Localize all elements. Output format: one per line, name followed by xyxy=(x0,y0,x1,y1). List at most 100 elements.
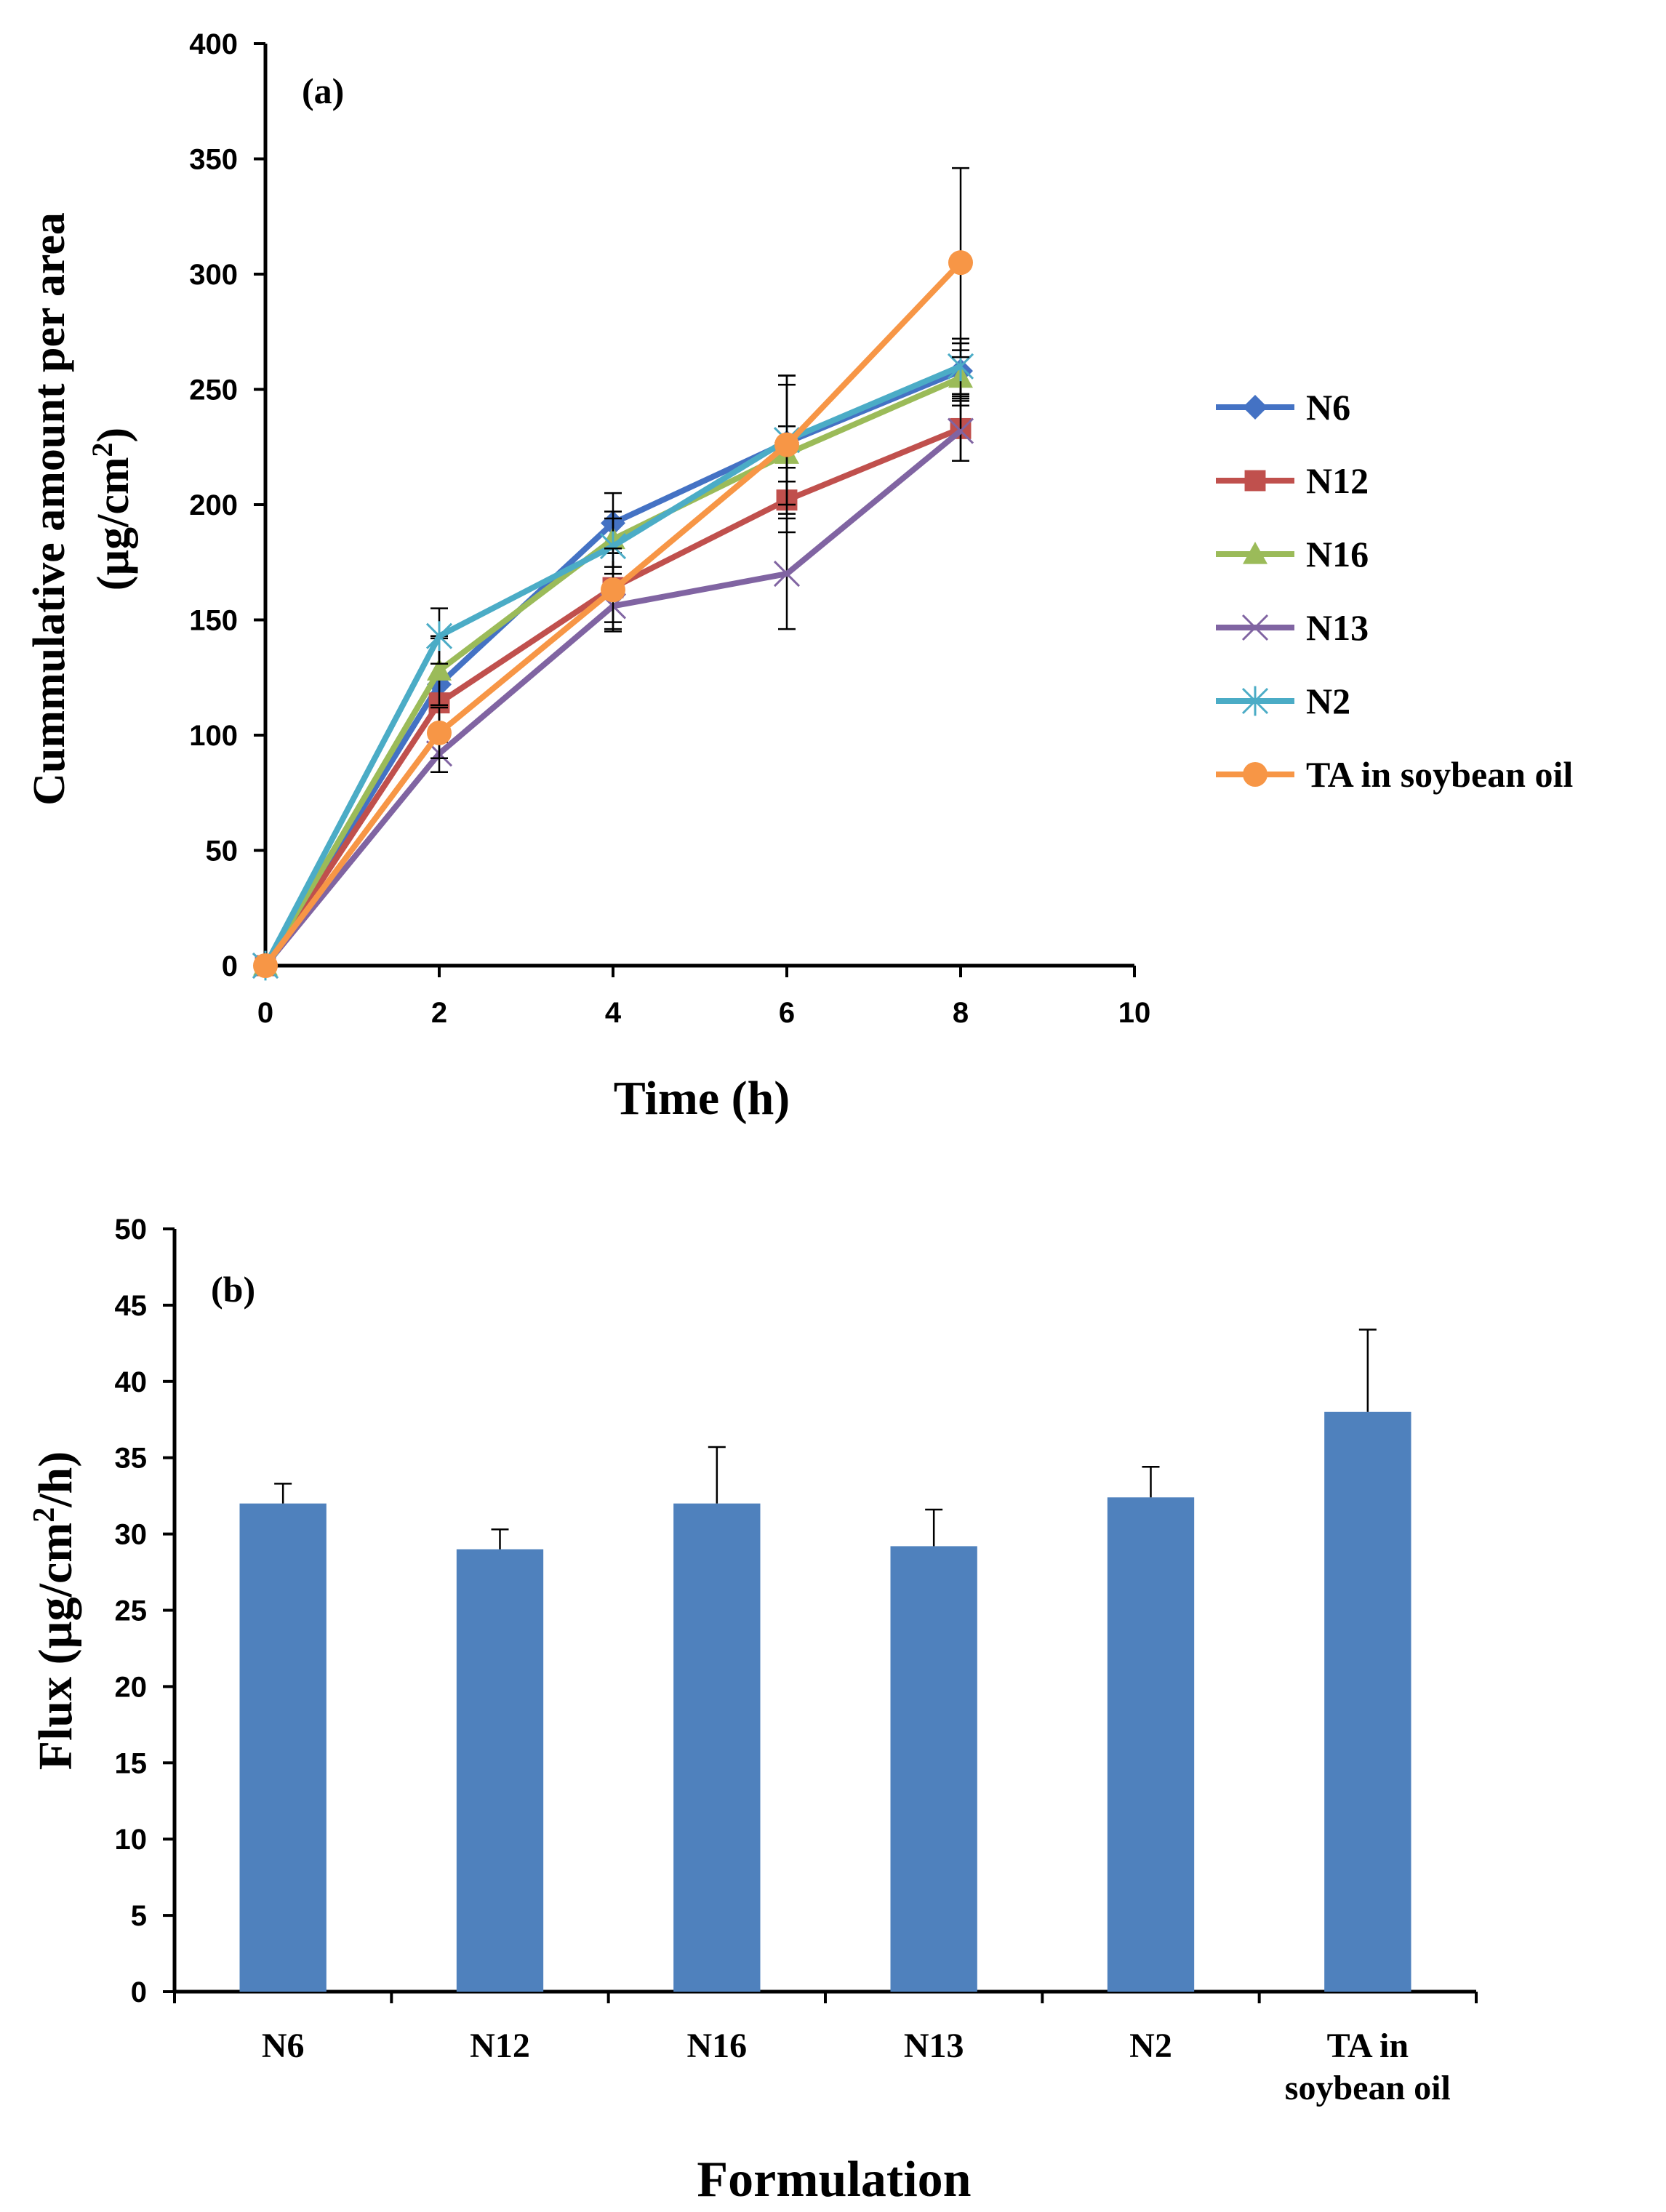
series-n12 xyxy=(255,395,972,977)
panel-b-y-tick-label: 35 xyxy=(115,1443,148,1475)
series-line-n6 xyxy=(263,368,962,968)
legend-item-n13: N13 xyxy=(1216,607,1369,648)
legend-item-n16: N16 xyxy=(1216,534,1369,574)
legend-item-ta-in-soybean-oil: TA in soybean oil xyxy=(1216,754,1573,795)
panel-a-legend: N6 N12 N16 N13 N2 TA in soybean oil xyxy=(1216,387,1573,795)
legend-swatch-marker xyxy=(1241,686,1269,716)
data-point-n2 xyxy=(425,621,453,652)
panel-a-y-axis-title-unit: (µg/cm xyxy=(89,457,138,590)
panel-a-y-axis-title-line1: Cummulative amount per area xyxy=(25,212,74,806)
category-label: N2 xyxy=(1129,2027,1172,2065)
panel-b-y-axis-title-close: /h) xyxy=(29,1451,82,1508)
data-point-ta-in-soybean-oil xyxy=(948,250,973,276)
legend-swatch-marker xyxy=(1241,614,1269,641)
data-point-n16 xyxy=(427,658,452,681)
legend-label: N12 xyxy=(1306,460,1369,501)
data-point-ta-in-soybean-oil-shape xyxy=(948,250,973,276)
panel-b-y-tick-label: 0 xyxy=(131,1976,147,2008)
panel-b-label: (b) xyxy=(211,1269,255,1310)
panel-a-x-tick-label: 0 xyxy=(257,997,273,1029)
legend-item-n2: N2 xyxy=(1216,681,1350,721)
panel-b-y-tick-label: 30 xyxy=(115,1519,148,1551)
panel-a-series xyxy=(252,167,974,981)
category-label: TA in xyxy=(1327,2027,1409,2065)
panel-b-y-axis-title-sup: 2 xyxy=(28,1507,61,1523)
series-line-n16 xyxy=(263,374,962,968)
panel-a-y-tick-label: 150 xyxy=(189,605,238,637)
panel-b-y-tick-label: 15 xyxy=(115,1747,148,1779)
series-n13 xyxy=(252,400,974,979)
data-point-ta-in-soybean-oil-shape xyxy=(601,577,625,603)
data-point-ta-in-soybean-oil xyxy=(601,577,625,603)
panel-a-y-axis-title-sup: 2 xyxy=(86,442,119,457)
panel-a-label: (a) xyxy=(302,71,344,111)
legend-swatch-marker xyxy=(1244,470,1266,492)
panel-a-axes: 0 50 100 150 200 250 300 350 400 0 2 4 6 8 10 xyxy=(189,28,1150,1029)
panel-a-y-tick-label: 350 xyxy=(189,144,238,176)
panel-b-axes: 0 5 10 15 20 25 30 35 40 45 50 xyxy=(115,1214,1478,2008)
bar-n13 xyxy=(890,1546,977,1992)
data-point-ta-in-soybean-oil-shape xyxy=(774,432,799,457)
panel-a-y-axis-title-close: ) xyxy=(89,428,138,443)
bar-chart-panel-b: (b) Flux (µg/cm2/h) Formulation 05101520… xyxy=(28,1214,1478,2208)
data-point-ta-in-soybean-oil xyxy=(253,953,278,978)
panel-a-x-tick-label: 2 xyxy=(431,997,447,1029)
bar-group-n12: N12 xyxy=(456,1528,544,2065)
panel-b-y-tick-label: 20 xyxy=(115,1671,148,1703)
bar-group-n16: N16 xyxy=(673,1446,761,2065)
panel-b-y-axis-title: Flux (µg/cm2/h) xyxy=(28,1451,82,1771)
panel-b-y-tick-label: 45 xyxy=(115,1290,148,1322)
legend-label: N2 xyxy=(1306,681,1350,721)
category-label: N13 xyxy=(904,2027,964,2065)
panel-a-y-tick-label: 400 xyxy=(189,28,238,60)
data-point-n16-shape xyxy=(427,658,452,681)
panel-a-y-tick-label: 250 xyxy=(189,374,238,406)
panel-b-y-axis-title-base: Flux (µg/cm xyxy=(29,1523,82,1770)
panel-a-y-axis-title-line2: (µg/cm2) xyxy=(86,428,138,590)
legend-label: N13 xyxy=(1306,607,1369,648)
panel-a-x-tick-label: 4 xyxy=(605,997,622,1029)
panel-a-y-tick-label: 300 xyxy=(189,259,238,291)
panel-b-y-tick-label: 5 xyxy=(131,1900,147,1932)
series-n6 xyxy=(253,342,973,978)
panel-b-y-tick-label: 40 xyxy=(115,1366,148,1398)
bar-n12 xyxy=(456,1549,544,1992)
panel-b-x-axis-title: Formulation xyxy=(697,2152,971,2208)
legend-label: TA in soybean oil xyxy=(1306,754,1573,795)
legend-swatch-marker-shape xyxy=(1243,542,1267,564)
legend-swatch-marker-shape xyxy=(1244,470,1266,492)
panel-a-x-axis-title: Time (h) xyxy=(614,1072,790,1125)
data-point-ta-in-soybean-oil xyxy=(774,432,799,457)
legend-item-n6: N6 xyxy=(1216,387,1350,428)
category-label: N12 xyxy=(470,2027,530,2065)
bar-ta-in-soybean-oil xyxy=(1324,1411,1411,1992)
panel-a-y-tick-label: 0 xyxy=(222,950,238,982)
panel-b-bars: N6 N12 N16 N13 N2 TA in soybean oil xyxy=(239,1329,1451,2107)
legend-swatch-marker xyxy=(1243,542,1267,564)
data-point-n13-stroke2 xyxy=(773,561,801,588)
data-point-n13 xyxy=(947,417,974,444)
legend-label: N6 xyxy=(1306,387,1350,428)
panel-a-x-tick-label: 10 xyxy=(1118,997,1151,1029)
data-point-ta-in-soybean-oil-shape xyxy=(427,720,452,745)
legend-swatch-marker-shape xyxy=(1243,762,1267,787)
panel-a-y-tick-label: 100 xyxy=(189,720,238,752)
category-label-line2: soybean oil xyxy=(1285,2069,1451,2107)
bar-group-n2: N2 xyxy=(1107,1466,1195,2065)
data-point-n13-stroke2 xyxy=(947,417,974,444)
panel-a-y-tick-label: 50 xyxy=(206,835,239,867)
bar-n16 xyxy=(673,1503,761,1992)
panel-a-x-tick-label: 8 xyxy=(953,997,969,1029)
legend-swatch-marker-stroke2 xyxy=(1241,614,1269,641)
category-label: N16 xyxy=(686,2027,747,2065)
panel-a-x-tick-label: 6 xyxy=(779,997,795,1029)
legend-label: N16 xyxy=(1306,534,1369,574)
series-line-n2 xyxy=(263,364,962,967)
line-chart-panel-a: (a) Cummulative amount per area (µg/cm2)… xyxy=(25,28,1573,1125)
panel-a-y-tick-label: 200 xyxy=(189,489,238,521)
legend-swatch-marker-shape xyxy=(1243,395,1267,420)
series-n16 xyxy=(253,349,973,976)
panel-b-y-tick-label: 25 xyxy=(115,1595,148,1627)
series-n2 xyxy=(252,337,974,981)
